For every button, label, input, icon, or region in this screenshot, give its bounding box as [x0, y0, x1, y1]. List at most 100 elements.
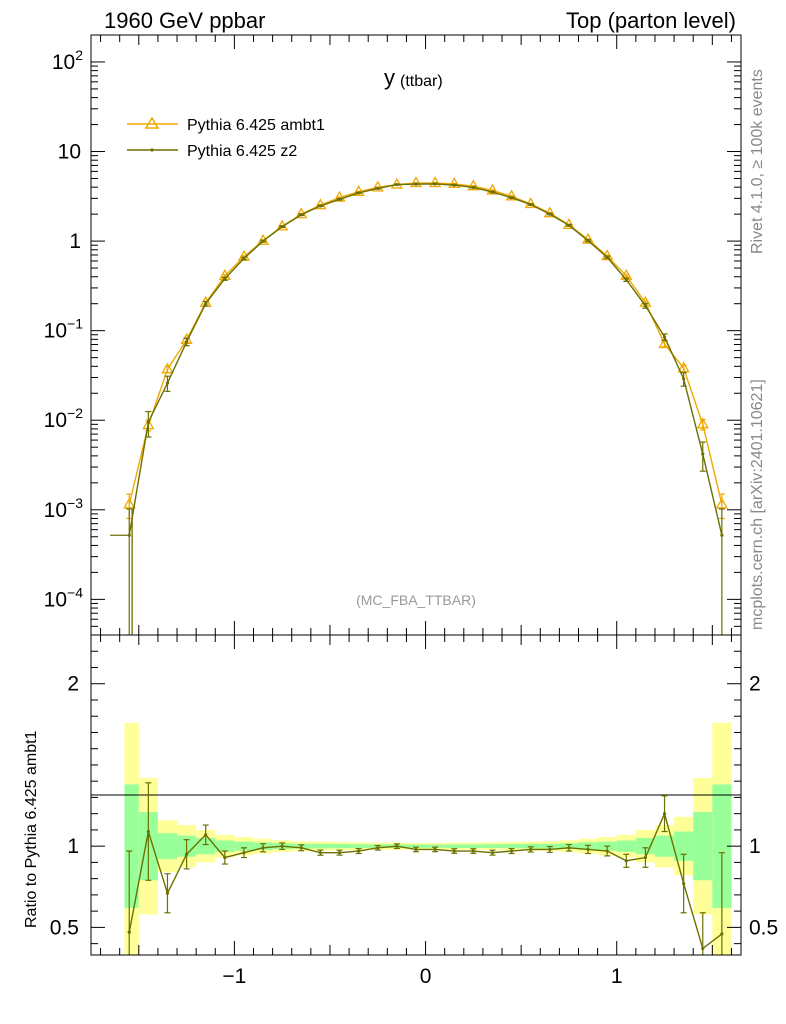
z2-marker [165, 381, 170, 385]
ratio-marker [548, 847, 552, 852]
ratio-marker [299, 846, 303, 850]
x-tick-label: 0 [420, 965, 432, 988]
ratio-band-inner [124, 784, 139, 908]
ratio-marker [720, 932, 724, 936]
main-y-tick-label: 102 [52, 47, 83, 74]
ratio-marker [337, 851, 342, 855]
ratio-y-tick-label-right: 0.5 [749, 916, 778, 939]
ratio-y-tick-label: 1 [67, 835, 79, 858]
main-y-tick-label: 10 [58, 141, 81, 164]
ratio-band-inner [521, 843, 541, 849]
rivet-version-label: Rivet 4.1.0, ≥ 100k events [749, 69, 766, 254]
main-y-tick-label: 10−1 [44, 316, 84, 343]
z2-marker [376, 186, 380, 191]
ratio-marker [127, 930, 131, 934]
ratio-bands-group [124, 722, 732, 955]
z2-marker [337, 197, 342, 201]
ratio-band-inner [406, 844, 426, 848]
ratio-band-inner [693, 812, 713, 881]
ratio-marker [586, 847, 590, 852]
z2-marker [605, 255, 609, 259]
ratio-marker [529, 847, 533, 852]
ratio-marker [242, 851, 246, 855]
ambt1-marker [333, 190, 346, 202]
z2-line [128, 183, 723, 536]
ratio-x-axis: −1 0 1 [100, 635, 732, 988]
z2-marker [586, 239, 590, 243]
ratio-marker [204, 833, 208, 837]
ratio-band-inner [463, 844, 483, 848]
ratio-y-tick-label: 2 [67, 673, 79, 696]
ratio-band-inner [712, 784, 732, 908]
z2-marker [318, 204, 323, 208]
ratio-y-tick-label-right: 1 [749, 835, 761, 858]
ambt1-marker [352, 184, 365, 196]
ratio-band-inner [654, 835, 675, 857]
ratio-z2-line [128, 811, 723, 950]
legend: Pythia 6.425 ambt1 Pythia 6.425 z2 [127, 116, 325, 160]
ratio-band-inner [444, 844, 464, 848]
ratio-marker [357, 849, 361, 853]
ratio-marker [261, 846, 265, 850]
legend-entry-ambt1: Pythia 6.425 ambt1 [127, 116, 325, 134]
ratio-band-inner [196, 838, 216, 855]
main-y-tick-label: 10−3 [44, 495, 84, 522]
ratio-y-axis-label: Ratio to Pythia 6.425 ambt1 [23, 730, 40, 928]
ratio-band-inner [310, 843, 330, 849]
z2-marker [204, 302, 208, 306]
ratio-marker [184, 852, 189, 856]
ratio-marker [509, 849, 514, 853]
z2-marker [471, 185, 475, 190]
ratio-marker [165, 891, 170, 895]
ratio-marker [471, 849, 475, 853]
ratio-marker [643, 855, 648, 860]
z2-marker [146, 420, 150, 424]
z2-marker [242, 256, 246, 261]
plot-title-subscript: (ttbar) [400, 73, 443, 90]
z2-marker [720, 533, 724, 537]
z2-marker [624, 278, 628, 282]
ratio-y-axis: 0.5 0.5 1 1 2 2 [50, 650, 778, 945]
ambt1-line [128, 182, 723, 505]
ratio-y-tick-label-right: 2 [749, 673, 761, 696]
z2-marker [548, 212, 552, 216]
ambt1-marker [314, 198, 327, 210]
z2-marker [433, 182, 437, 186]
ratio-band-inner [349, 844, 369, 849]
x-tick-label: 1 [611, 965, 623, 988]
z2-marker [529, 202, 533, 207]
main-y-tick-label: 10−2 [44, 405, 84, 432]
analysis-label: (MC_FBA_TTBAR) [356, 592, 476, 608]
z2-marker [223, 277, 227, 281]
z2-marker [184, 340, 189, 344]
z2-marker [414, 182, 418, 186]
ambt1-marker [486, 183, 499, 195]
legend-triangle-marker [144, 116, 160, 129]
ambt1-marker [715, 497, 728, 509]
x-tick-label: −1 [222, 965, 246, 988]
header-energy-label: 1960 GeV ppbar [104, 8, 265, 33]
plot-title-variable: y [384, 65, 395, 90]
main-y-tick-label: 1 [69, 230, 81, 253]
ratio-marker [146, 829, 150, 834]
z2-marker [490, 190, 495, 194]
legend-entry-z2: Pythia 6.425 z2 [127, 143, 297, 160]
ratio-band-inner [616, 840, 636, 852]
ambt1-marker [409, 176, 423, 188]
z2-marker [701, 452, 705, 456]
z2-marker [452, 183, 456, 187]
ratio-panel-frame [90, 634, 742, 956]
z2-marker [280, 225, 284, 229]
z2-marker [567, 223, 571, 227]
ambt1-marker [505, 189, 518, 201]
ratio-marker [605, 849, 609, 853]
ratio-marker [280, 844, 284, 848]
z2-marker [299, 213, 303, 217]
header-process-label: Top (parton level) [566, 8, 736, 33]
ambt1-marker [467, 179, 480, 191]
z2-marker [662, 335, 667, 339]
ratio-marker [376, 846, 380, 850]
ambt1-marker [123, 497, 136, 509]
ambt1-marker [429, 176, 442, 188]
